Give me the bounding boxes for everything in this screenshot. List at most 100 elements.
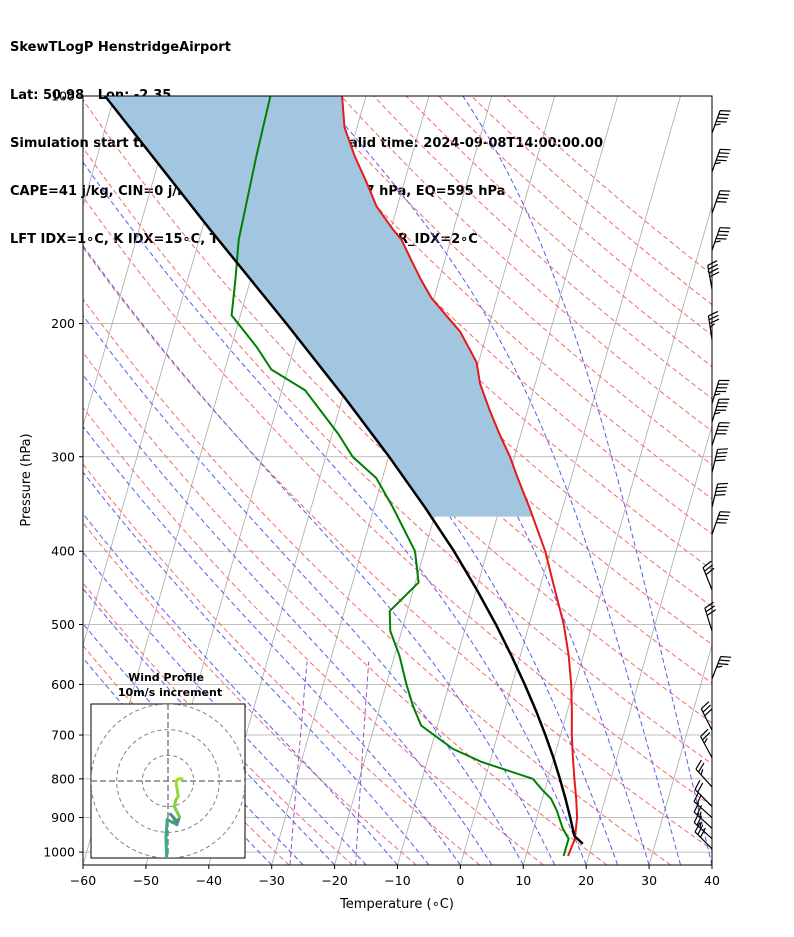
y-tick-label: 900 xyxy=(51,810,75,825)
wind-barb-flag xyxy=(714,459,726,462)
isotherm-line xyxy=(83,96,241,647)
wind-barb xyxy=(694,822,713,850)
wind-barb-flag xyxy=(697,782,704,793)
wind-barb xyxy=(711,227,731,251)
wind-barb-flag xyxy=(693,802,700,813)
moist-adiabat-line xyxy=(83,622,304,865)
wind-barb-flag xyxy=(717,663,729,666)
wind-barb-flag xyxy=(694,822,701,833)
wind-barb-flag xyxy=(699,827,706,838)
wind-barb-shaft xyxy=(700,708,713,731)
wind-barb-flag xyxy=(698,762,705,773)
y-tick-label: 800 xyxy=(51,771,75,786)
x-tick-label: −30 xyxy=(259,873,285,888)
moist-adiabat-line xyxy=(319,96,681,865)
wind-barb-flag xyxy=(700,769,704,775)
dewpoint-line xyxy=(230,96,570,857)
wind-barb-flag xyxy=(709,323,716,328)
isotherm-line xyxy=(460,96,681,865)
wind-barb-shaft xyxy=(695,768,713,788)
wind-barb-shaft xyxy=(694,831,713,850)
wind-barb-flag xyxy=(700,728,709,737)
y-tick-label: 300 xyxy=(51,449,75,464)
parcel-line xyxy=(104,96,584,845)
moist-adiabat-line xyxy=(83,161,587,865)
moist-adiabat-line xyxy=(83,374,493,865)
wind-barb-flag xyxy=(720,110,731,112)
wind-barb-shaft xyxy=(711,656,722,680)
isotherm-line xyxy=(83,96,178,428)
wind-barb xyxy=(693,802,713,829)
wind-barb-shaft xyxy=(711,380,720,404)
wind-barb xyxy=(704,601,717,632)
x-axis-label: Temperature (∘C) xyxy=(339,897,454,912)
wind-barb-shaft xyxy=(711,449,719,473)
wind-barb xyxy=(702,560,715,591)
x-tick-label: 20 xyxy=(578,873,594,888)
title-line-station: SkewTLogP HenstridgeAirport xyxy=(10,40,231,55)
wind-barb-flag xyxy=(703,737,708,744)
wind-barb-flag xyxy=(705,605,715,613)
wind-barb-flag xyxy=(695,759,702,770)
dry-adiabat-line xyxy=(177,96,712,608)
wind-barb-flag xyxy=(709,318,720,325)
wind-barb-flag xyxy=(699,811,702,818)
wind-barb-flag xyxy=(719,659,730,662)
wind-barb xyxy=(700,701,713,731)
dry-adiabat-line xyxy=(373,96,712,400)
dry-adiabat-line xyxy=(83,146,712,765)
wind-barb xyxy=(711,482,729,508)
wind-barb-flag xyxy=(702,704,711,713)
wind-barb xyxy=(711,422,730,446)
wind-barb-shaft xyxy=(711,422,720,446)
wind-barb xyxy=(693,791,713,818)
wind-barb-flag xyxy=(718,152,730,155)
wind-barbs xyxy=(693,110,732,850)
x-tick-label: −40 xyxy=(196,873,222,888)
wind-barb xyxy=(695,759,713,788)
wind-barb-flag xyxy=(716,486,728,489)
wind-barb-flag xyxy=(716,665,723,668)
temperature-line xyxy=(341,96,579,857)
mixing-ratio-line xyxy=(355,661,370,865)
isotherm-line xyxy=(585,424,712,865)
moist-adiabat-line xyxy=(83,425,461,865)
wind-barb-flag xyxy=(714,240,721,243)
cape-area xyxy=(105,96,533,517)
wind-barb-flag xyxy=(708,310,719,317)
hodograph-segment xyxy=(178,776,184,781)
x-tick-label: 40 xyxy=(704,873,720,888)
wind-barb-flag xyxy=(693,812,700,823)
hodograph-segment xyxy=(164,835,169,858)
wind-barb-shaft xyxy=(711,399,720,423)
moist-adiabat-line xyxy=(83,244,556,865)
wind-barb-flag xyxy=(699,821,702,828)
wind-barb xyxy=(711,511,731,535)
isotherm-line xyxy=(271,96,493,865)
wind-barb-shaft xyxy=(711,227,721,251)
wind-barb-flag xyxy=(705,567,715,576)
wind-barb-shaft xyxy=(702,567,713,591)
dry-adiabat-line xyxy=(405,96,712,368)
wind-barb xyxy=(711,379,730,404)
wind-barb-flag xyxy=(702,560,712,569)
moist-adiabat-line xyxy=(83,587,335,865)
dry-adiabat-line xyxy=(340,96,712,432)
hodograph-inset: Wind Profile 10m/s increment xyxy=(90,671,246,859)
y-tick-label: 700 xyxy=(51,727,75,742)
moist-adiabat-line xyxy=(83,551,367,865)
wind-barb-flag xyxy=(707,260,718,266)
y-tick-label: 600 xyxy=(51,677,75,692)
dry-adiabat-line xyxy=(83,463,481,865)
wind-barb xyxy=(707,310,720,340)
wind-barb-flag xyxy=(716,159,727,162)
x-tick-label: −50 xyxy=(133,873,159,888)
wind-barb-flag xyxy=(700,701,710,710)
x-tick-label: −10 xyxy=(384,873,410,888)
wind-barb-flag xyxy=(714,162,721,165)
wind-barb-flag xyxy=(704,708,713,717)
wind-barb-flag xyxy=(720,655,732,658)
y-tick-label: 500 xyxy=(51,617,75,632)
wind-barb-shaft xyxy=(693,822,713,840)
wind-barb-flag xyxy=(714,494,726,496)
